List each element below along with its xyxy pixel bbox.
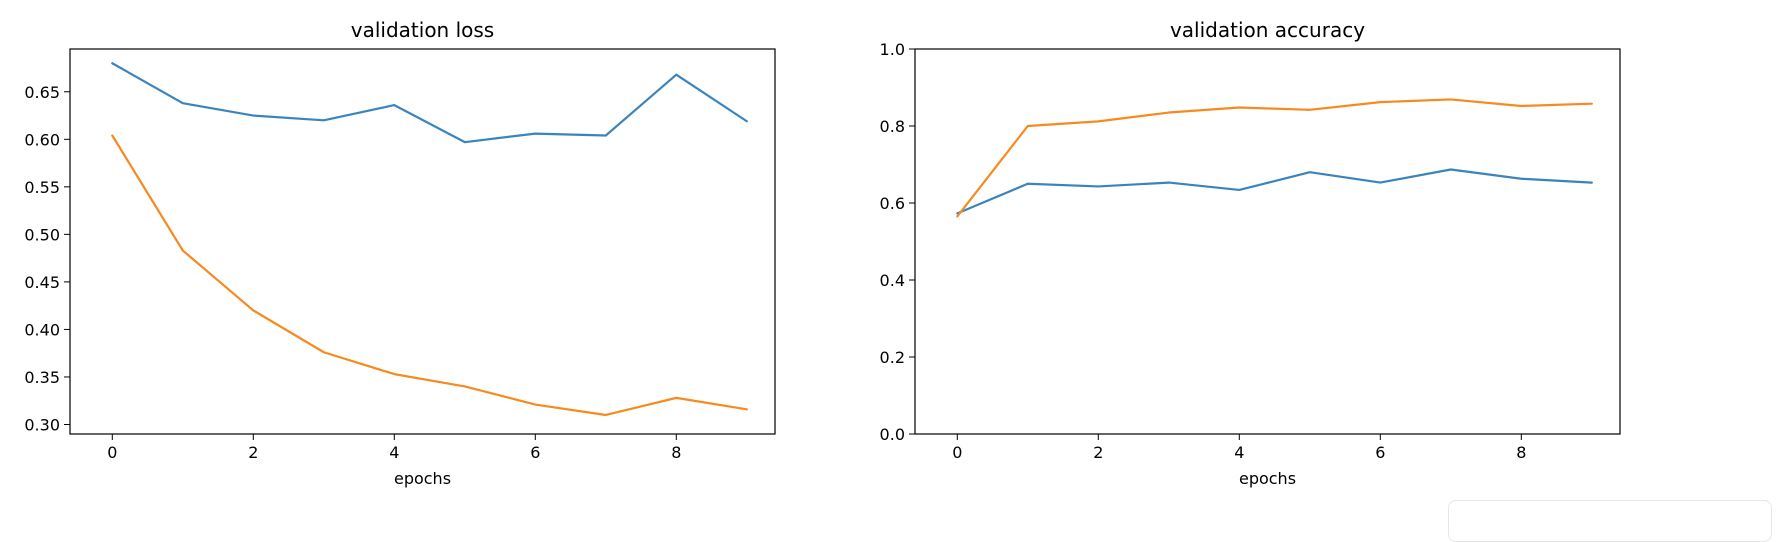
accuracy-y-tick-label: 0.6 — [880, 194, 905, 213]
loss-x-tick-label: 0 — [107, 443, 117, 462]
accuracy-x-tick-label: 6 — [1375, 443, 1385, 462]
loss-x-tick-label: 8 — [671, 443, 681, 462]
accuracy-chart-title: validation accuracy — [1170, 18, 1365, 42]
toolbar-panel — [1448, 500, 1772, 542]
accuracy-y-tick-label: 0.8 — [880, 117, 905, 136]
accuracy-x-axis-label: epochs — [1239, 469, 1296, 488]
loss-x-tick-label: 2 — [248, 443, 258, 462]
figure: 0 2 4 6 80.300.350.400.450.500.550.600.65val… — [24, 18, 1621, 488]
loss-x-tick-label: 4 — [389, 443, 399, 462]
loss-plot-frame — [69, 48, 776, 435]
loss-y-tick-label: 0.65 — [24, 83, 60, 102]
loss-y-tick-label: 0.60 — [24, 130, 60, 149]
loss-chart: 0 2 4 6 8 0.30 0.35 0.40 0.45 0.50 0.55 0.60 0.65 val… — [24, 18, 776, 488]
accuracy-series-blue-line — [956, 168, 1593, 215]
loss-x-axis-label: epochs — [394, 469, 451, 488]
accuracy-y-tick-label: 0.2 — [880, 348, 905, 367]
loss-series-blue-line — [111, 62, 748, 144]
loss-y-tick-label: 0.35 — [24, 368, 60, 387]
accuracy-chart: 0 2 4 6 8 0.0 0.2 0.4 0.6 0.8 1.0 validation accura… — [880, 18, 1621, 488]
loss-series-orange-line — [111, 134, 748, 417]
accuracy-series-orange-line — [956, 98, 1593, 218]
accuracy-y-tick-label: 1.0 — [880, 40, 905, 59]
loss-chart-title: validation loss — [351, 18, 494, 42]
accuracy-x-tick-label: 4 — [1234, 443, 1244, 462]
accuracy-x-tick-label: 2 — [1093, 443, 1103, 462]
loss-y-tick-label: 0.40 — [24, 320, 60, 339]
loss-y-tick-label: 0.30 — [24, 415, 60, 434]
loss-y-tick-label: 0.55 — [24, 178, 60, 197]
accuracy-x-tick-label: 8 — [1516, 443, 1526, 462]
accuracy-y-tick-label: 0.4 — [880, 271, 905, 290]
loss-x-tick-label: 6 — [530, 443, 540, 462]
accuracy-plot-frame — [914, 48, 1621, 435]
loss-y-tick-label: 0.50 — [24, 225, 60, 244]
accuracy-y-tick-label: 0.0 — [880, 425, 905, 444]
accuracy-x-tick-label: 0 — [952, 443, 962, 462]
loss-y-tick-label: 0.45 — [24, 273, 60, 292]
